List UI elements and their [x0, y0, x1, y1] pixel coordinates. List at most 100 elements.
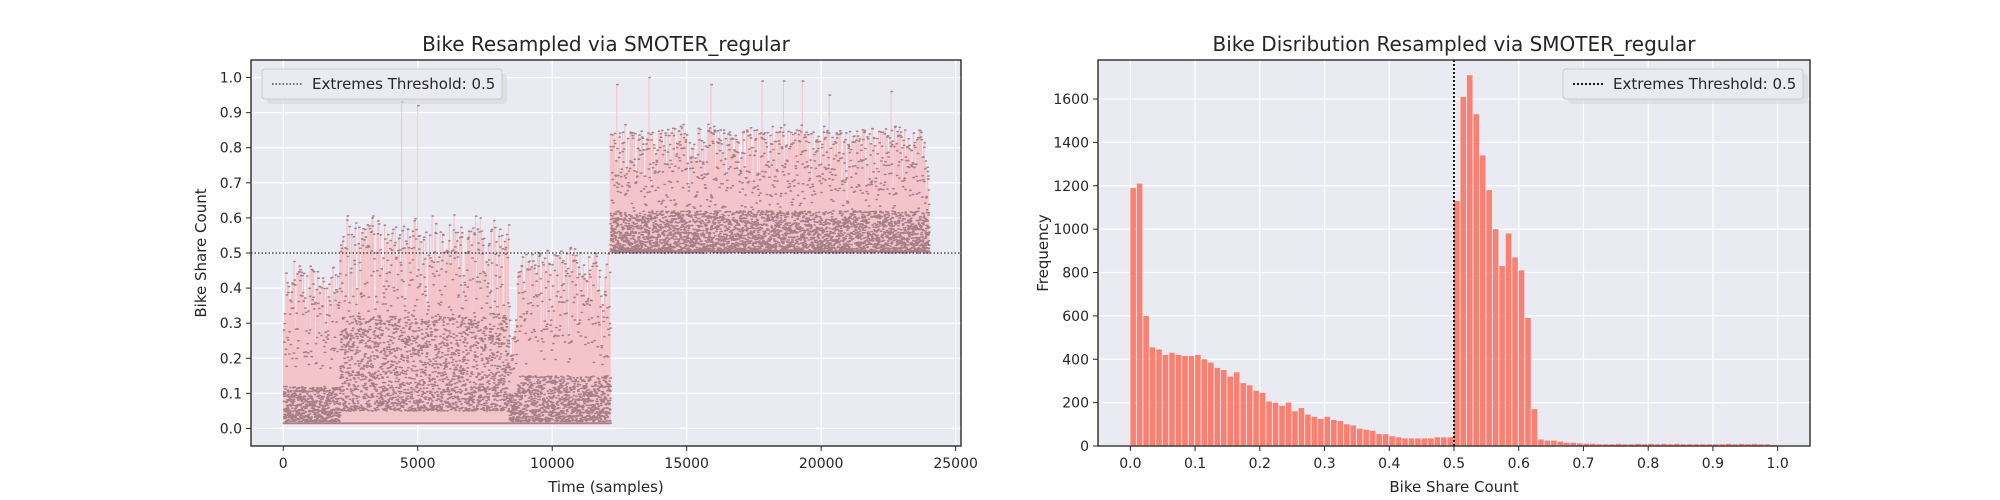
histogram-bar [1460, 96, 1467, 447]
y-tick-label: 0.0 [220, 421, 242, 437]
histogram-bar [1298, 408, 1305, 446]
y-tick-label: 0.5 [220, 246, 242, 262]
histogram-bar [1499, 266, 1505, 446]
histogram-bar [1544, 440, 1551, 446]
histogram-bar [1195, 354, 1201, 446]
histogram-bar [1220, 370, 1227, 446]
histogram-bar [1253, 390, 1259, 446]
y-tick-label: 600 [1062, 309, 1089, 325]
histogram-bar [1745, 444, 1751, 446]
histogram-panel: 0.0 0.1 0.2 0.3 0.4 0.5 0.6 0.7 0.8 0.9 1.0 0 200 40… [1034, 32, 1811, 496]
x-tick-label: 0.8 [1637, 456, 1659, 472]
histogram-bar [1208, 362, 1214, 446]
x-tick-label: 10000 [530, 456, 575, 472]
histogram-bar [1337, 421, 1344, 446]
histogram-bar [1143, 315, 1149, 446]
y-tick-label: 1.0 [220, 71, 242, 87]
histogram-bar [1589, 443, 1596, 446]
histogram-bar [1732, 444, 1738, 446]
histogram-bar [1570, 442, 1577, 446]
x-tick-label: 5000 [400, 456, 436, 472]
histogram-bar [1214, 367, 1221, 446]
histogram-bar [1699, 444, 1706, 446]
histogram-bar [1227, 376, 1234, 446]
histogram-bar [1661, 443, 1667, 446]
timeseries-x-ticks: 0 5000 10000 15000 20000 25000 [279, 446, 978, 472]
histogram-bar [1518, 270, 1525, 446]
histogram-bar [1738, 443, 1745, 446]
y-tick-label: 0.3 [220, 316, 242, 332]
histogram-bar [1162, 354, 1169, 446]
x-tick-label: 0.9 [1702, 456, 1724, 472]
histogram-bar [1576, 443, 1583, 446]
histogram-bar [1751, 443, 1758, 446]
histogram-bar [1305, 414, 1311, 446]
histogram-bar [1486, 190, 1492, 446]
timeseries-x-label: Time (samples) [547, 478, 664, 496]
histogram-bar [1395, 437, 1402, 446]
y-tick-label: 1000 [1053, 222, 1089, 238]
y-tick-label: 1600 [1053, 92, 1089, 108]
histogram-bar [1596, 444, 1602, 446]
histogram-bar [1408, 438, 1415, 446]
histogram-bar [1492, 229, 1499, 446]
timeseries-markers [282, 76, 931, 424]
y-tick-label: 0.4 [220, 281, 242, 297]
x-tick-label: 0.0 [1119, 456, 1141, 472]
histogram-bar [1311, 416, 1318, 446]
y-tick-label: 1200 [1053, 179, 1089, 195]
y-tick-label: 1400 [1053, 135, 1089, 151]
histogram-bar [1641, 444, 1648, 446]
histogram-bar [1285, 402, 1292, 446]
histogram-bar [1628, 444, 1635, 446]
histogram-bar [1292, 411, 1298, 446]
histogram-bar [1479, 155, 1486, 447]
timeseries-legend-label: Extremes Threshold: 0.5 [312, 75, 495, 93]
histogram-bar [1350, 425, 1357, 446]
x-tick-label: 0.6 [1508, 456, 1530, 472]
histogram-bar [1382, 434, 1389, 446]
histogram-bar [1583, 443, 1590, 446]
histogram-bar [1531, 409, 1538, 446]
histogram-title: Bike Disribution Resampled via SMOTER_re… [1212, 32, 1696, 56]
histogram-y-label: Frequency [1034, 214, 1052, 292]
histogram-bar [1169, 352, 1175, 446]
histogram-bar [1564, 442, 1570, 446]
histogram-bar [1434, 437, 1441, 446]
histogram-bar [1402, 438, 1408, 446]
histogram-bar [1505, 233, 1512, 446]
y-tick-label: 400 [1062, 352, 1089, 368]
histogram-bar [1447, 437, 1454, 446]
histogram-bar [1240, 383, 1246, 446]
histogram-bar [1428, 438, 1434, 446]
x-tick-label: 0.3 [1313, 456, 1335, 472]
histogram-bar [1175, 354, 1182, 446]
histogram-legend: Extremes Threshold: 0.5 [1562, 68, 1808, 104]
timeseries-panel: 0 5000 10000 15000 20000 25000 0.00.10.20.30.… [192, 32, 978, 496]
timeseries-legend: Extremes Threshold: 0.5 [261, 68, 507, 104]
x-tick-label: 20000 [799, 456, 844, 472]
histogram-bar [1615, 443, 1622, 446]
x-tick-label: 0.5 [1443, 456, 1465, 472]
histogram-bar [1602, 444, 1609, 446]
y-tick-label: 0.8 [220, 141, 242, 157]
histogram-bar [1363, 429, 1369, 446]
histogram-bar [1441, 437, 1447, 446]
histogram-bar [1331, 419, 1337, 446]
histogram-bar [1130, 187, 1136, 446]
histogram-bar [1259, 392, 1266, 446]
histogram-bar [1538, 439, 1544, 446]
histogram-bar [1233, 372, 1240, 446]
timeseries-title: Bike Resampled via SMOTER_regular [422, 32, 791, 56]
histogram-bar [1246, 385, 1253, 446]
histogram-bar [1156, 349, 1162, 446]
histogram-bar [1466, 75, 1473, 447]
histogram-bar [1421, 438, 1428, 446]
histogram-bar [1712, 444, 1719, 446]
x-tick-label: 0.2 [1249, 456, 1271, 472]
histogram-bar [1719, 444, 1725, 446]
y-tick-label: 0.7 [220, 176, 242, 192]
histogram-bar [1343, 424, 1350, 446]
histogram-bar [1687, 444, 1693, 446]
histogram-bar [1473, 114, 1479, 447]
